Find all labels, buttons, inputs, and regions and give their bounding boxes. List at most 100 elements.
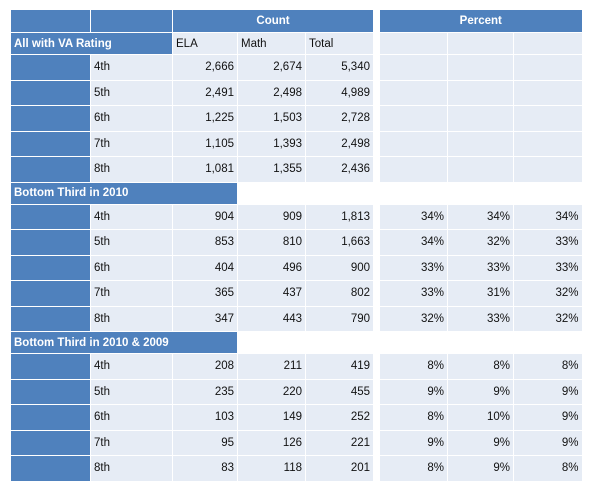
row-stub xyxy=(10,54,91,81)
percent-math xyxy=(447,105,514,132)
row-stub xyxy=(10,404,91,431)
count-total: 1,813 xyxy=(305,204,374,230)
row-stub xyxy=(10,430,91,456)
count-ela: 347 xyxy=(172,306,238,332)
table-row: 6th 404 496 900 33% 33% 33% xyxy=(10,255,582,281)
section-header-row: All with VA Rating ELA Math Total xyxy=(10,32,582,55)
count-ela: 404 xyxy=(172,255,238,281)
grade-label: 4th xyxy=(90,204,173,230)
separator xyxy=(373,32,380,55)
count-math: 496 xyxy=(237,255,306,281)
count-header: Count xyxy=(172,10,374,33)
table-row: 7th 365 437 802 33% 31% 32% xyxy=(10,280,582,307)
count-ela: 904 xyxy=(172,204,238,230)
percent-math xyxy=(447,54,514,81)
percent-blank xyxy=(379,32,448,55)
percent-math: 33% xyxy=(447,306,514,332)
table-row: 5th 2,491 2,498 4,989 xyxy=(10,80,582,106)
grade-label: 5th xyxy=(90,379,173,405)
table-row: 7th 95 126 221 9% 9% 9% xyxy=(10,430,582,456)
table-row: 4th 904 909 1,813 34% 34% 34% xyxy=(10,204,582,230)
count-math: 1,355 xyxy=(237,156,306,183)
grade-label: 7th xyxy=(90,131,173,157)
table-row: 5th 853 810 1,663 34% 32% 33% xyxy=(10,229,582,256)
percent-ela: 9% xyxy=(379,430,448,456)
separator xyxy=(373,204,380,230)
grade-label: 6th xyxy=(90,105,173,132)
percent-total: 33% xyxy=(512,255,582,281)
percent-total: 32% xyxy=(512,306,582,332)
count-total: 2,728 xyxy=(305,105,374,132)
table-row: 6th 1,225 1,503 2,728 xyxy=(10,105,582,132)
grade-label: 7th xyxy=(90,430,173,456)
count-ela: 365 xyxy=(172,280,238,307)
separator xyxy=(373,404,380,431)
percent-math: 33% xyxy=(447,255,514,281)
count-total: 802 xyxy=(305,280,374,307)
row-stub xyxy=(10,255,91,281)
grade-label: 7th xyxy=(90,280,173,307)
count-total: 900 xyxy=(305,255,374,281)
percent-total: 32% xyxy=(512,280,582,307)
row-stub xyxy=(10,353,91,380)
percent-total: 34% xyxy=(512,204,582,230)
stats-table: Count Percent All with VA Rating ELA Math T… xyxy=(10,10,582,482)
grade-label: 6th xyxy=(90,404,173,431)
percent-total xyxy=(512,156,582,183)
row-stub xyxy=(10,105,91,132)
table-row: 8th 347 443 790 32% 33% 32% xyxy=(10,306,582,332)
section-gap xyxy=(236,331,582,354)
section-title: All with VA Rating xyxy=(10,32,173,55)
percent-total: 9% xyxy=(512,404,582,431)
table-row: 4th 2,666 2,674 5,340 xyxy=(10,54,582,81)
separator xyxy=(373,379,380,405)
percent-math: 10% xyxy=(447,404,514,431)
slide: Count Percent All with VA Rating ELA Math T… xyxy=(10,10,582,482)
count-math: 149 xyxy=(237,404,306,431)
count-total: 252 xyxy=(305,404,374,431)
count-math: 1,393 xyxy=(237,131,306,157)
count-math: 118 xyxy=(237,455,306,482)
row-stub xyxy=(10,455,91,482)
percent-total: 8% xyxy=(512,353,582,380)
percent-ela: 34% xyxy=(379,204,448,230)
count-math: 211 xyxy=(237,353,306,380)
count-ela: 95 xyxy=(172,430,238,456)
table-row: 8th 1,081 1,355 2,436 xyxy=(10,156,582,183)
separator xyxy=(373,229,380,256)
column-label-total: Total xyxy=(305,32,374,55)
percent-ela: 9% xyxy=(379,379,448,405)
count-math: 437 xyxy=(237,280,306,307)
percent-header: Percent xyxy=(378,10,582,33)
grade-label: 5th xyxy=(90,229,173,256)
percent-total xyxy=(512,80,582,106)
table-row: 6th 103 149 252 8% 10% 9% xyxy=(10,404,582,431)
count-ela: 83 xyxy=(172,455,238,482)
count-total: 5,340 xyxy=(305,54,374,81)
grade-label: 5th xyxy=(90,80,173,106)
count-ela: 2,666 xyxy=(172,54,238,81)
percent-math: 9% xyxy=(447,455,514,482)
count-math: 126 xyxy=(237,430,306,456)
percent-ela: 34% xyxy=(379,229,448,256)
percent-ela xyxy=(379,131,448,157)
section-title: Bottom Third in 2010 & 2009 xyxy=(10,331,238,354)
separator xyxy=(373,80,380,106)
column-label-ela: ELA xyxy=(172,32,238,55)
column-label-math: Math xyxy=(237,32,306,55)
percent-ela: 33% xyxy=(379,255,448,281)
percent-math: 32% xyxy=(447,229,514,256)
percent-total: 8% xyxy=(512,455,582,482)
percent-math xyxy=(447,156,514,183)
percent-blank xyxy=(447,32,514,55)
percent-total: 9% xyxy=(512,430,582,456)
separator xyxy=(373,306,380,332)
grade-label: 6th xyxy=(90,255,173,281)
section-gap xyxy=(236,182,582,205)
row-stub xyxy=(10,229,91,256)
count-total: 221 xyxy=(305,430,374,456)
separator xyxy=(373,10,380,33)
percent-total: 33% xyxy=(512,229,582,256)
grade-label: 4th xyxy=(90,54,173,81)
percent-ela: 8% xyxy=(379,404,448,431)
